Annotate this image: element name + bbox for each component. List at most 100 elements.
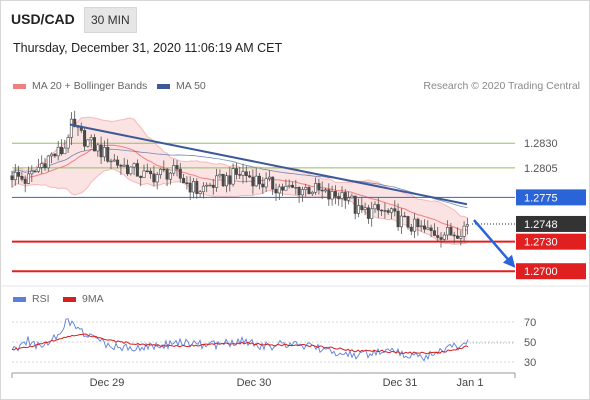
candle-body xyxy=(432,230,436,236)
candle-body xyxy=(281,186,285,191)
rsi-tick-label: 70 xyxy=(524,317,536,329)
candle-body xyxy=(26,173,30,184)
candle-body xyxy=(17,171,21,177)
candle-body xyxy=(363,207,367,210)
downtrend-line xyxy=(69,123,468,206)
candle-body xyxy=(89,137,93,141)
candle-body xyxy=(109,160,113,163)
candle-body xyxy=(429,227,433,232)
level-label-1.2830: 1.2830 xyxy=(524,138,558,150)
candle-body xyxy=(215,175,219,188)
candle-body xyxy=(99,144,103,158)
candle-body xyxy=(290,184,294,188)
candle-body xyxy=(73,118,77,127)
level-label-1.2805: 1.2805 xyxy=(524,163,558,175)
candle-body xyxy=(383,210,387,212)
candle-body xyxy=(50,153,54,157)
ma50-line xyxy=(11,148,468,209)
candle-body xyxy=(340,192,344,199)
rsi-tick-label: 30 xyxy=(524,357,536,369)
candle-body xyxy=(36,167,40,172)
candle-body xyxy=(251,176,255,187)
candle-body xyxy=(399,215,403,228)
candle-body xyxy=(195,181,199,194)
candle-body xyxy=(185,182,189,184)
candle-body xyxy=(422,225,426,230)
candle-body xyxy=(221,173,225,187)
candle-body xyxy=(126,164,130,175)
candle-body xyxy=(165,169,169,180)
candle-body xyxy=(225,175,229,187)
legend-ma50: MA 50 xyxy=(157,80,206,92)
candle-body xyxy=(294,187,298,189)
level-box-1.2730 xyxy=(516,233,586,250)
candle-body xyxy=(93,137,97,152)
ma20-line xyxy=(11,144,468,231)
timestamp: Thursday, December 31, 2020 11:06:19 AM … xyxy=(13,41,283,55)
candle-body xyxy=(297,187,301,196)
candle-body xyxy=(241,171,245,176)
candle-body xyxy=(122,164,126,167)
candle-body xyxy=(13,171,17,181)
candle-body xyxy=(40,163,44,168)
candle-body xyxy=(211,184,215,188)
candle-body xyxy=(452,234,456,237)
candle-body xyxy=(132,163,136,168)
level-label-1.2730: 1.2730 xyxy=(524,237,558,249)
bollinger-swatch xyxy=(13,83,26,89)
candle-body xyxy=(218,173,222,177)
legend-rsi: RSI xyxy=(13,293,50,305)
candle-body xyxy=(248,175,252,178)
candle-body xyxy=(389,208,393,213)
candle-body xyxy=(419,225,423,228)
candle-body xyxy=(353,195,357,214)
candle-body xyxy=(20,176,24,180)
candle-body xyxy=(343,192,347,201)
candle-body xyxy=(310,191,314,195)
candle-body xyxy=(231,168,235,185)
candle-body xyxy=(155,174,159,183)
candle-body xyxy=(327,189,331,200)
candle-body xyxy=(409,226,413,232)
candle-body xyxy=(277,186,281,194)
candle-body xyxy=(69,118,73,138)
candle-body xyxy=(53,153,57,157)
candle-body xyxy=(238,174,242,176)
candle-body xyxy=(300,189,304,196)
candle-body xyxy=(264,178,268,188)
candle-body xyxy=(274,188,278,194)
candle-body xyxy=(106,147,110,162)
x-tick-label: Jan 1 xyxy=(457,377,484,389)
candle-body xyxy=(347,197,351,201)
candle-body xyxy=(455,235,459,239)
candle-body xyxy=(63,147,67,155)
candle-body xyxy=(102,147,106,158)
timeframe-button[interactable]: 30 MIN xyxy=(84,7,137,33)
candle-body xyxy=(393,208,397,212)
ma50-swatch xyxy=(157,83,170,89)
candle-body xyxy=(56,147,60,157)
level-box-1.2700 xyxy=(516,263,586,280)
candle-body xyxy=(83,130,87,147)
x-tick-label: Dec 29 xyxy=(90,377,125,389)
candle-body xyxy=(201,185,205,193)
level-box-1.2775 xyxy=(516,189,586,206)
candle-body xyxy=(396,210,400,228)
candle-body xyxy=(116,159,120,166)
candle-body xyxy=(234,168,238,175)
candle-body xyxy=(271,176,275,190)
candle-body xyxy=(198,191,202,194)
candle-body xyxy=(366,207,370,219)
level-box-1.2748 xyxy=(516,215,586,232)
candle-body xyxy=(413,218,417,232)
candle-body xyxy=(304,187,308,190)
legend-9ma-label: 9MA xyxy=(82,293,104,305)
candle-body xyxy=(86,139,90,147)
candle-body xyxy=(287,184,291,187)
candle-body xyxy=(244,171,248,177)
candle-body xyxy=(149,170,153,175)
candle-body xyxy=(323,189,327,192)
ma9-swatch xyxy=(63,296,76,302)
candle-body xyxy=(182,177,186,184)
